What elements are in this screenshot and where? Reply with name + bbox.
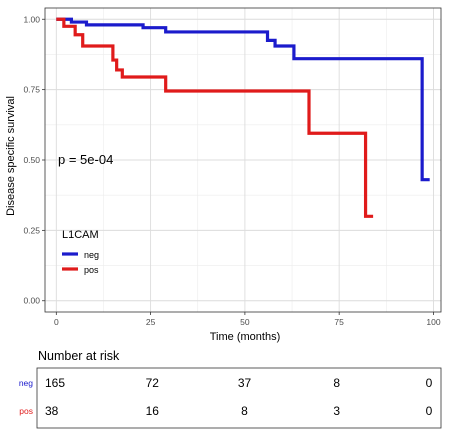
legend-label-pos: pos [84,265,99,275]
y-axis: 0.00 0.25 0.50 0.75 1.00 [23,14,45,306]
p-value-annotation: p = 5e-04 [58,152,113,167]
survival-curves [56,17,430,218]
risk-cell-pos: 0 [426,404,433,418]
y-tick-label: 0.75 [23,85,40,95]
survival-curve-neg [56,17,430,182]
risk-cell-neg: 72 [146,376,160,390]
risk-cell-neg: 8 [333,376,340,390]
risk-cell-pos: 16 [146,404,160,418]
x-tick-label: 100 [426,317,440,327]
y-tick-label: 1.00 [23,14,40,24]
y-axis-title: Disease specific survival [5,96,17,216]
x-tick-label: 75 [334,317,344,327]
risk-table-title: Number at risk [38,349,120,363]
risk-table: neg 165 72 37 8 0 pos 38 16 8 3 0 [19,367,442,429]
legend-label-neg: neg [84,250,99,260]
y-tick-label: 0.00 [23,296,40,306]
risk-cell-neg: 37 [238,376,252,390]
y-tick-label: 0.25 [23,225,40,235]
grid-lines [45,8,441,312]
y-tick-label: 0.50 [23,155,40,165]
legend: L1CAM neg pos [62,229,99,275]
risk-cell-pos: 8 [241,404,248,418]
x-tick-label: 50 [240,317,250,327]
risk-table-border [36,367,442,429]
x-axis-title: Time (months) [210,331,281,343]
risk-row-label-neg: neg [19,378,33,388]
risk-cell-neg: 0 [426,376,433,390]
x-tick-label: 25 [146,317,156,327]
legend-title: L1CAM [62,229,99,241]
x-axis: 0 25 50 75 100 [54,312,441,327]
x-tick-label: 0 [54,317,59,327]
risk-cell-neg: 165 [45,376,65,390]
risk-cell-pos: 38 [45,404,59,418]
risk-row-label-pos: pos [19,406,33,416]
risk-cell-pos: 3 [333,404,340,418]
survival-curve-pos [56,17,374,218]
